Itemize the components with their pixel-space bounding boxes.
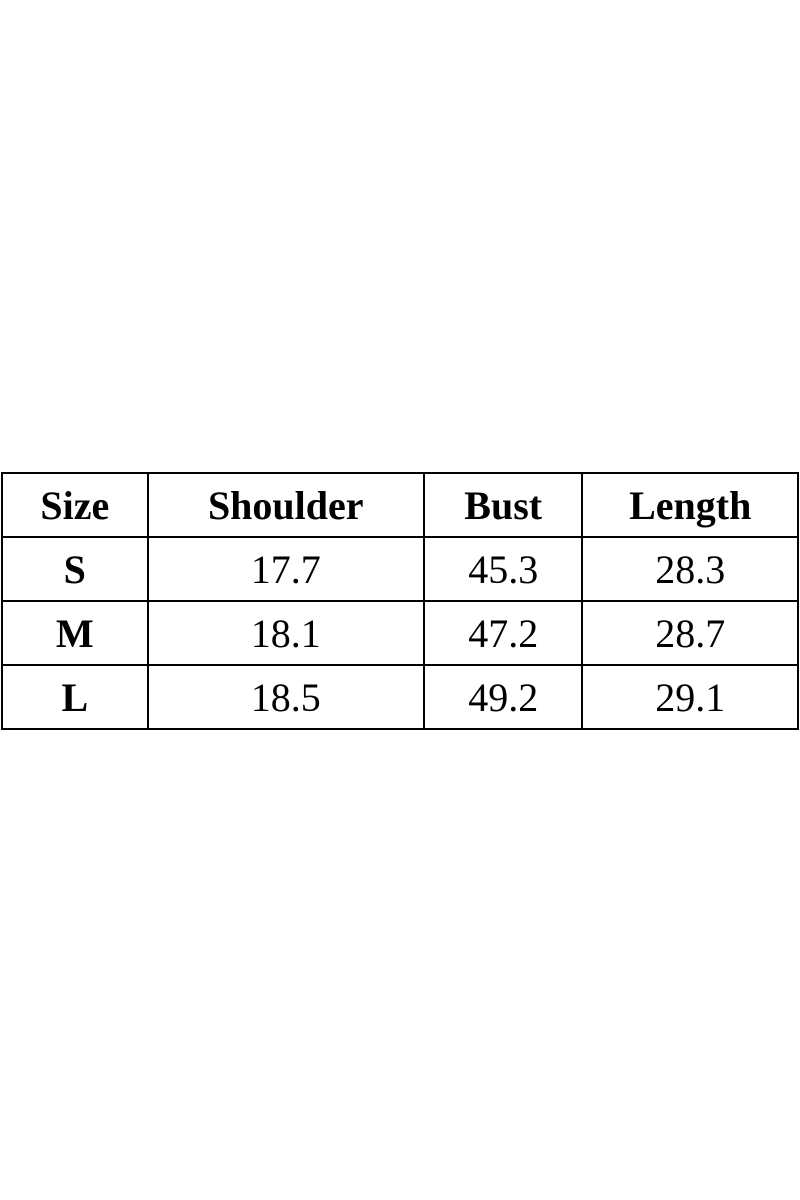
length-cell: 28.3 (581, 536, 799, 602)
header-size: Size (1, 472, 149, 538)
size-cell: M (1, 600, 149, 666)
length-cell: 29.1 (581, 664, 799, 730)
size-chart-table: Size Shoulder Bust Length S 17.7 45.3 28… (1, 472, 799, 730)
header-bust: Bust (422, 472, 584, 538)
table-row: S 17.7 45.3 28.3 (1, 536, 799, 602)
table-row: M 18.1 47.2 28.7 (1, 600, 799, 666)
header-shoulder: Shoulder (146, 472, 425, 538)
bust-cell: 47.2 (422, 600, 584, 666)
shoulder-cell: 18.5 (146, 664, 425, 730)
shoulder-cell: 17.7 (146, 536, 425, 602)
header-length: Length (581, 472, 799, 538)
length-cell: 28.7 (581, 600, 799, 666)
bust-cell: 49.2 (422, 664, 584, 730)
size-cell: S (1, 536, 149, 602)
shoulder-cell: 18.1 (146, 600, 425, 666)
size-cell: L (1, 664, 149, 730)
header-row: Size Shoulder Bust Length (1, 472, 799, 538)
bust-cell: 45.3 (422, 536, 584, 602)
table-row: L 18.5 49.2 29.1 (1, 664, 799, 730)
